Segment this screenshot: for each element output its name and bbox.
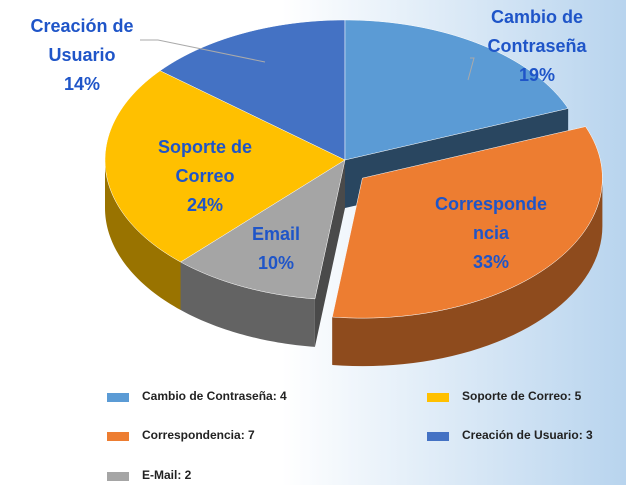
- slice-top: [159, 19, 346, 161]
- legend-label: E-Mail: 2: [142, 468, 192, 482]
- slice-top: [344, 19, 569, 161]
- legend-label: Cambio de Contraseña: 4: [142, 389, 287, 403]
- data-label: Contraseña: [487, 36, 587, 56]
- legend-label: Creación de Usuario: 3: [462, 428, 593, 442]
- slice: [331, 126, 603, 367]
- slice-side: [332, 178, 603, 367]
- slice-side: [180, 262, 315, 347]
- data-label: Creación de: [30, 16, 133, 36]
- data-label: Soporte de: [158, 137, 252, 157]
- slice-side: [105, 160, 181, 311]
- legend-swatch: [107, 472, 129, 481]
- data-label: Corresponde: [435, 194, 547, 214]
- legend-swatch: [107, 393, 129, 402]
- slice-top: [180, 159, 346, 300]
- data-label-value: 24%: [187, 195, 223, 215]
- data-label-value: 19%: [519, 65, 555, 85]
- data-label-value: 10%: [258, 253, 294, 273]
- data-label-value: 33%: [473, 252, 509, 272]
- legend-label: Soporte de Correo: 5: [462, 389, 582, 403]
- slice-top: [331, 126, 603, 319]
- leader-line: [467, 57, 475, 81]
- legend-swatch: [427, 393, 449, 402]
- data-label: Usuario: [48, 45, 115, 65]
- slice: [180, 159, 346, 347]
- slice-top: [104, 70, 346, 263]
- legend-swatch: [107, 432, 129, 441]
- data-label: Cambio de: [491, 7, 583, 27]
- data-label: Email: [252, 224, 300, 244]
- data-label-value: 14%: [64, 74, 100, 94]
- legend-swatch: [427, 432, 449, 441]
- leader-line: [140, 39, 266, 63]
- data-label: Correo: [175, 166, 234, 186]
- data-label: ncia: [473, 223, 510, 243]
- legend-label: Correspondencia: 7: [142, 428, 255, 442]
